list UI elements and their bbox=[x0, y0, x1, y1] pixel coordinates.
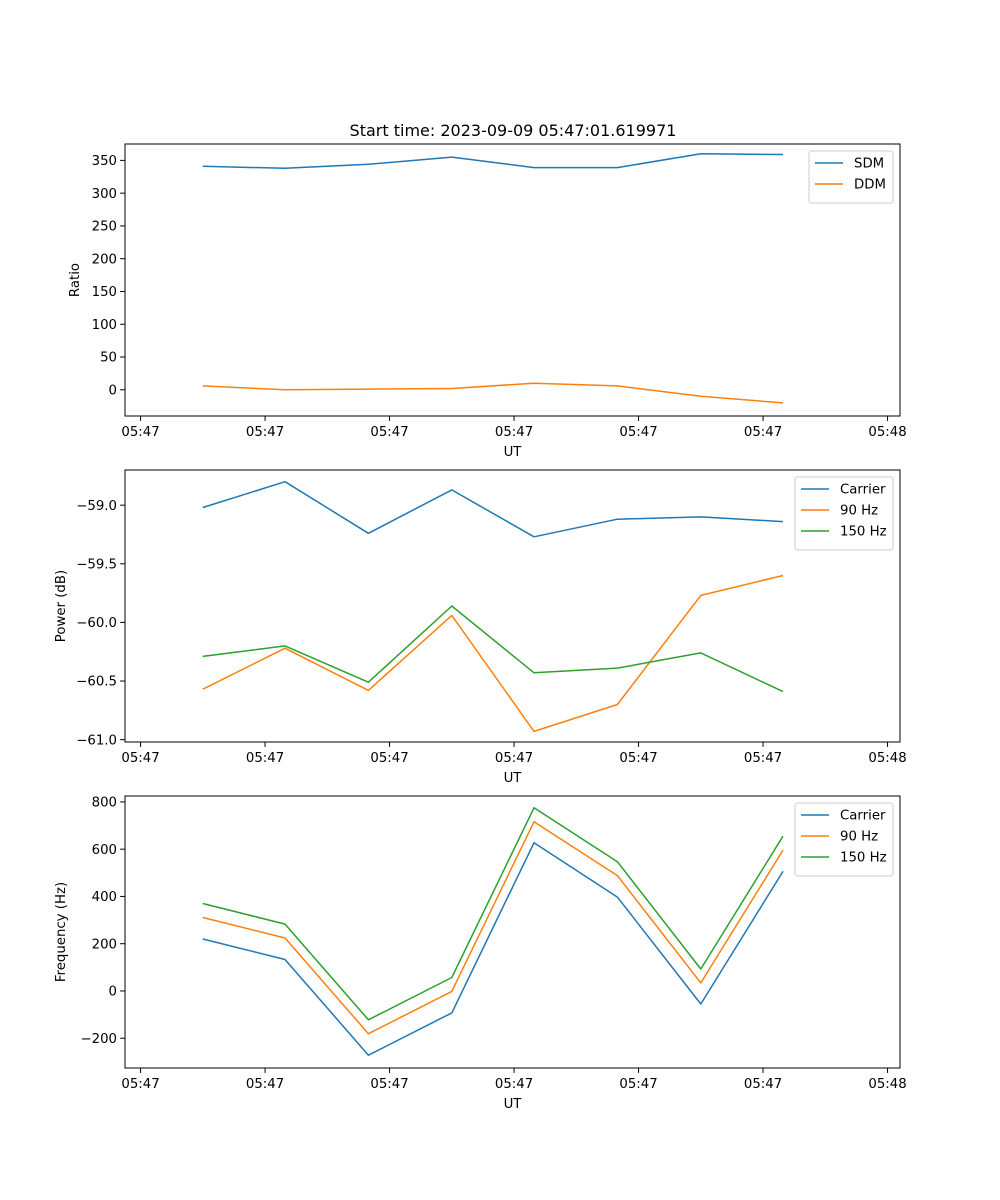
power-series-line-90-hz bbox=[202, 574, 784, 733]
frequency-x-tick-label: 05:47 bbox=[121, 1077, 159, 1092]
frequency-y-tick-label: 400 bbox=[92, 890, 117, 905]
ratio-series-line-sdm bbox=[202, 153, 784, 170]
frequency-legend-label-carrier: Carrier bbox=[840, 809, 886, 824]
power-legend-label-carrier: Carrier bbox=[840, 483, 886, 498]
ratio-x-tick-label: 05:47 bbox=[246, 425, 284, 440]
power-y-tick-label: −60.5 bbox=[76, 675, 117, 690]
frequency-x-tick-label: 05:47 bbox=[744, 1077, 782, 1092]
ratio-x-tick-label: 05:47 bbox=[495, 425, 533, 440]
ratio-panel: 05:47 05:47 05:47 05:47 05:47 05:47 05:48 0 50 10… bbox=[68, 143, 907, 460]
chart-title: Start time: 2023-09-09 05:47:01.619971 bbox=[350, 121, 677, 140]
frequency-x-axis-label: UT bbox=[504, 1097, 523, 1112]
ratio-y-tick-label: 50 bbox=[100, 351, 117, 366]
ratio-x-tick-label: 05:47 bbox=[619, 425, 657, 440]
frequency-series-line-150-hz bbox=[202, 807, 784, 1021]
power-x-tick-label: 05:47 bbox=[246, 751, 284, 766]
frequency-y-tick-label: 800 bbox=[92, 796, 117, 811]
power-legend: Carrier 90 Hz 150 Hz bbox=[794, 476, 894, 551]
frequency-x-tick-label: 05:47 bbox=[370, 1077, 408, 1092]
ratio-x-tick-label: 05:47 bbox=[744, 425, 782, 440]
power-legend-label-90-hz: 90 Hz bbox=[840, 504, 878, 519]
ratio-x-tick-label: 05:47 bbox=[121, 425, 159, 440]
power-y-tick-label: −61.0 bbox=[76, 733, 117, 748]
power-x-tick-label: 05:47 bbox=[744, 751, 782, 766]
power-y-axis-label: Power (dB) bbox=[54, 570, 69, 642]
frequency-x-tick-label: 05:47 bbox=[495, 1077, 533, 1092]
ratio-legend: SDM DDM bbox=[808, 150, 894, 204]
ratio-series-line-ddm bbox=[202, 382, 784, 404]
power-y-tick-label: −60.0 bbox=[76, 616, 117, 631]
ratio-y-tick-label: 300 bbox=[92, 187, 117, 202]
frequency-series-line-90-hz bbox=[202, 821, 784, 1035]
power-y-tick-label: −59.0 bbox=[76, 499, 117, 514]
power-axes-frame bbox=[124, 469, 901, 743]
ratio-x-tick-label: 05:47 bbox=[370, 425, 408, 440]
power-x-tick-label: 05:47 bbox=[619, 751, 657, 766]
ratio-y-tick-label: 100 bbox=[92, 318, 117, 333]
frequency-x-tick-label: 05:47 bbox=[619, 1077, 657, 1092]
frequency-y-tick-label: 600 bbox=[92, 843, 117, 858]
ratio-legend-label-sdm: SDM bbox=[854, 157, 884, 172]
frequency-panel: 05:47 05:47 05:47 05:47 05:47 05:47 05:48 −200 0… bbox=[54, 795, 907, 1112]
frequency-y-axis-label: Frequency (Hz) bbox=[54, 882, 69, 982]
power-x-tick-label: 05:48 bbox=[868, 751, 906, 766]
frequency-legend-label-90-hz: 90 Hz bbox=[840, 830, 878, 845]
frequency-y-tick-label: −200 bbox=[80, 1032, 117, 1047]
power-x-tick-label: 05:47 bbox=[370, 751, 408, 766]
ratio-y-tick-label: 0 bbox=[109, 383, 117, 398]
ratio-x-tick-label: 05:48 bbox=[868, 425, 906, 440]
frequency-x-tick-label: 05:47 bbox=[246, 1077, 284, 1092]
frequency-y-tick-label: 0 bbox=[109, 985, 117, 1000]
power-legend-label-150-hz: 150 Hz bbox=[840, 525, 887, 540]
ratio-y-tick-label: 150 bbox=[92, 285, 117, 300]
frequency-legend: Carrier 90 Hz 150 Hz bbox=[794, 802, 894, 877]
ratio-y-tick-label: 250 bbox=[92, 220, 117, 235]
power-series-line-carrier bbox=[202, 480, 784, 538]
power-x-tick-label: 05:47 bbox=[121, 751, 159, 766]
power-series-line-150-hz bbox=[202, 605, 784, 693]
frequency-x-tick-label: 05:48 bbox=[868, 1077, 906, 1092]
frequency-legend-label-150-hz: 150 Hz bbox=[840, 851, 887, 866]
frequency-axes-frame bbox=[124, 795, 901, 1069]
ratio-legend-frame bbox=[808, 150, 894, 204]
frequency-series-line-carrier bbox=[202, 842, 784, 1056]
ratio-y-tick-label: 200 bbox=[92, 252, 117, 267]
ratio-y-tick-label: 350 bbox=[92, 154, 117, 169]
power-y-tick-label: −59.5 bbox=[76, 557, 117, 572]
power-x-axis-label: UT bbox=[504, 771, 523, 786]
ratio-x-axis-label: UT bbox=[504, 445, 523, 460]
frequency-y-tick-label: 200 bbox=[92, 937, 117, 952]
power-x-tick-label: 05:47 bbox=[495, 751, 533, 766]
power-panel: 05:47 05:47 05:47 05:47 05:47 05:47 05:48 −61.0… bbox=[54, 469, 907, 786]
ratio-y-axis-label: Ratio bbox=[68, 263, 83, 297]
ratio-axes-frame bbox=[124, 143, 901, 417]
ratio-legend-label-ddm: DDM bbox=[854, 178, 886, 193]
